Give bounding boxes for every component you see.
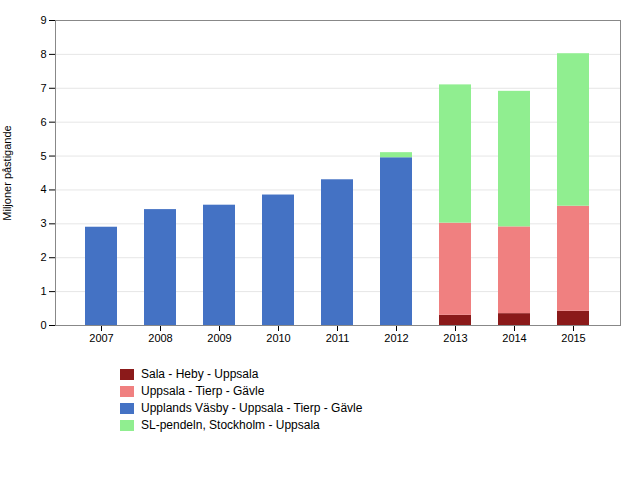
svg-text:2015: 2015 [561,332,585,344]
svg-text:2011: 2011 [326,332,350,344]
html-text:Sala - Heby - Uppsala: Sala - Heby - Uppsala [141,367,259,381]
svg-text:6: 6 [40,116,46,128]
svg-text:Miljoner påstigande: Miljoner påstigande [1,125,13,220]
html-text:Upplands Väsby - Uppsala - Tie: Upplands Väsby - Uppsala - Tierp - Gävle [141,401,363,415]
svg-text:2012: 2012 [384,332,408,344]
html-text:Uppsala - Tierp - Gävle: Uppsala - Tierp - Gävle [141,384,265,398]
svg-text:5: 5 [40,150,46,162]
svg-text:3: 3 [40,217,46,229]
html-text:SL-pendeln, Stockholm - Uppsal: SL-pendeln, Stockholm - Uppsala [141,418,320,432]
svg-text:2: 2 [40,251,46,263]
svg-text:2008: 2008 [148,332,172,344]
svg-text:2007: 2007 [89,332,113,344]
svg-text:0: 0 [40,319,46,331]
svg-text:2009: 2009 [207,332,231,344]
svg-text:4: 4 [40,183,46,195]
svg-text:2014: 2014 [502,332,526,344]
svg-text:2010: 2010 [266,332,290,344]
svg-text:9: 9 [40,14,46,26]
svg-text:2013: 2013 [443,332,467,344]
svg-text:7: 7 [40,82,46,94]
svg-text:8: 8 [40,48,46,60]
svg-text:1: 1 [40,285,46,297]
